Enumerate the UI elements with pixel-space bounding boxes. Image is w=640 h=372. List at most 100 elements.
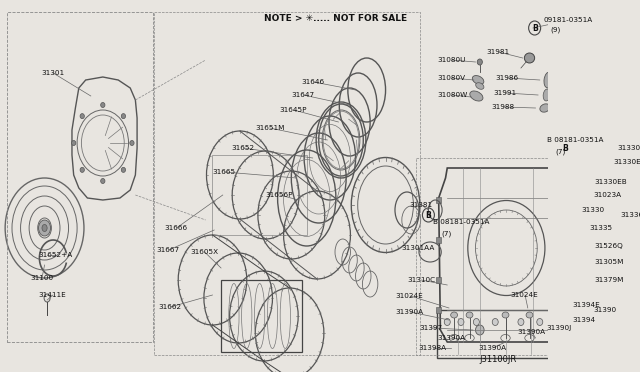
Ellipse shape [556,318,562,326]
Text: 31080V: 31080V [437,75,465,81]
Ellipse shape [543,89,550,101]
Ellipse shape [100,103,105,108]
Text: 31310C: 31310C [407,277,435,283]
Text: 31662: 31662 [159,304,182,310]
Bar [436,277,441,283]
Ellipse shape [476,325,484,335]
Ellipse shape [38,220,51,236]
Text: 31301AA: 31301AA [401,245,435,251]
Text: 31646: 31646 [301,79,324,85]
Ellipse shape [476,83,484,89]
Text: 31100: 31100 [30,275,53,281]
Text: 31390J: 31390J [547,325,572,331]
Text: 31024E: 31024E [396,293,424,299]
Ellipse shape [472,76,484,84]
Text: 31390A: 31390A [478,345,506,351]
Bar [437,310,576,358]
Text: 31330E: 31330E [617,145,640,151]
Text: 31335: 31335 [589,225,612,231]
Ellipse shape [502,312,509,318]
Ellipse shape [444,318,451,326]
Bar [436,307,441,313]
Ellipse shape [524,53,534,63]
Text: (7): (7) [441,231,451,237]
Bar [572,197,577,203]
Text: 31330EB: 31330EB [595,179,627,185]
Ellipse shape [466,312,473,318]
Text: 31381: 31381 [410,202,433,208]
Bar [572,277,577,283]
Text: 31390A: 31390A [437,335,465,341]
Text: 31645P: 31645P [279,107,307,113]
Ellipse shape [130,141,134,145]
Ellipse shape [80,167,84,172]
Text: (7): (7) [556,149,566,155]
Text: 31330: 31330 [581,207,604,213]
Text: B 08181-0351A: B 08181-0351A [547,137,603,143]
Text: 31988: 31988 [492,104,515,110]
Bar [221,280,303,352]
Text: B: B [563,144,568,153]
Text: 31526Q: 31526Q [595,243,623,249]
Ellipse shape [492,318,498,326]
Ellipse shape [42,224,47,231]
Ellipse shape [602,278,609,286]
Text: 31305M: 31305M [595,259,624,265]
Bar [572,307,577,313]
Text: 31394E: 31394E [572,302,600,308]
Ellipse shape [526,312,533,318]
Text: 31394: 31394 [572,317,595,323]
Text: 09181-0351A: 09181-0351A [543,17,593,23]
Text: 31080W: 31080W [437,92,467,98]
Text: J31100JR: J31100JR [480,356,517,365]
Text: 31330EA: 31330EA [614,159,640,165]
Text: 31390A: 31390A [396,309,424,315]
Ellipse shape [80,113,84,119]
Text: 31390: 31390 [593,307,616,313]
Text: 31667: 31667 [157,247,180,253]
Text: 31652+A: 31652+A [38,252,73,258]
Ellipse shape [537,318,543,326]
Bar [436,237,441,243]
Text: 31652: 31652 [231,145,255,151]
Ellipse shape [477,59,483,65]
Ellipse shape [540,104,550,112]
Ellipse shape [518,318,524,326]
Ellipse shape [600,261,610,269]
Text: 31397: 31397 [420,325,443,331]
Text: 31411E: 31411E [38,292,67,298]
Ellipse shape [451,312,458,318]
Ellipse shape [544,72,553,88]
Text: 31666: 31666 [164,225,188,231]
Text: 31656P: 31656P [266,192,293,198]
Ellipse shape [566,318,572,326]
Text: 31647: 31647 [291,92,314,98]
Text: 31986: 31986 [495,75,518,81]
Text: B: B [426,211,431,219]
Text: 31398A: 31398A [418,345,446,351]
Text: 31605X: 31605X [190,249,218,255]
Text: B: B [532,23,538,32]
Text: 31336: 31336 [620,212,640,218]
Text: 31390A: 31390A [518,329,546,335]
Bar [572,237,577,243]
Text: 31024E: 31024E [511,292,538,298]
Ellipse shape [474,318,479,326]
Text: 31665: 31665 [212,169,236,175]
Ellipse shape [552,312,559,318]
Text: 31981: 31981 [486,49,510,55]
Ellipse shape [458,318,464,326]
Ellipse shape [121,167,125,172]
Ellipse shape [121,113,125,119]
Text: 31080U: 31080U [437,57,465,63]
Text: 31301: 31301 [41,70,64,76]
Text: (9): (9) [550,27,560,33]
Ellipse shape [72,141,76,145]
Text: 31991: 31991 [493,90,516,96]
Text: 31379M: 31379M [595,277,624,283]
Ellipse shape [470,91,483,101]
Text: 31651M: 31651M [255,125,285,131]
Text: B 08181-0351A: B 08181-0351A [433,219,489,225]
Bar [212,155,307,235]
Ellipse shape [100,179,105,183]
